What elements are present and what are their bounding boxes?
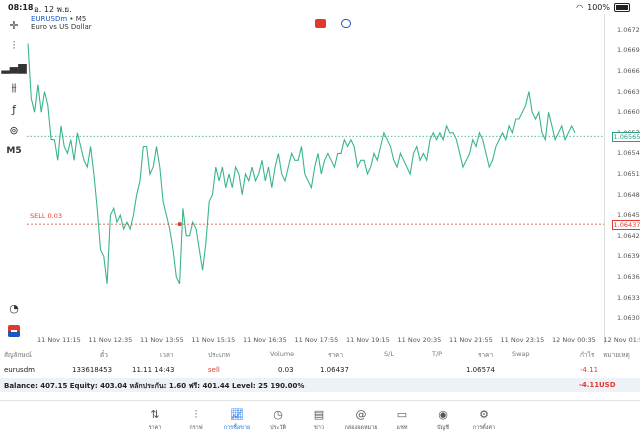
battery-percent: 100% — [587, 3, 610, 12]
price-tick-label: 1.06330 — [617, 294, 640, 302]
header-swap: Swap — [512, 350, 530, 358]
nav-chat[interactable]: ▭ แชท — [384, 408, 420, 432]
price-tick-label: 1.06390 — [617, 252, 640, 260]
price-tick-label: 1.06690 — [617, 46, 640, 54]
header-price: ราคา — [478, 350, 493, 360]
settings-icon: ⚙ — [466, 408, 502, 421]
price-tick-label: 1.06510 — [617, 170, 640, 178]
price-tick-label: 1.06450 — [617, 211, 640, 219]
time-tick-label: 11 Nov 23:15 — [501, 336, 545, 344]
header-ticket: ตั๋ว — [100, 350, 108, 360]
status-time: 08:18 — [8, 3, 33, 12]
balance-bar: Balance: 407.15 Equity: 403.04 หลักประกั… — [0, 378, 640, 392]
time-tick-label: 11 Nov 13:55 — [140, 336, 184, 344]
time-tick-label: 12 Nov 00:35 — [552, 336, 596, 344]
history-icon: ◷ — [260, 408, 296, 421]
indicators-icon[interactable]: ⫵ — [4, 79, 24, 97]
positions-header: สัญลักษณ์ ตั๋ว เวลา ประเภท Volume ราคา S… — [0, 348, 640, 360]
header-symbol: สัญลักษณ์ — [4, 350, 32, 360]
sell-price-tag: 1.06437 — [612, 220, 640, 230]
news-icon: ▤ — [301, 408, 337, 421]
price-tick-label: 1.06480 — [617, 191, 640, 199]
row-ticket: 133618453 — [72, 366, 112, 374]
battery-icon — [614, 3, 630, 12]
row-profit: -4.11 — [580, 366, 598, 374]
nav-settings[interactable]: ⚙ การตั้งค่า — [466, 408, 502, 432]
sell-line-label: SELL 0.03 — [30, 212, 62, 220]
objects-icon[interactable]: ⊚ — [4, 121, 24, 139]
candles-icon: ⫶ — [178, 408, 214, 421]
row-time: 11.11 14:43 — [132, 366, 174, 374]
header-profit: กำไร — [580, 350, 594, 360]
clock-icon[interactable]: ◔ — [4, 299, 24, 317]
row-symbol: eurusdm — [4, 366, 35, 374]
time-tick-label: 11 Nov 21:55 — [449, 336, 493, 344]
status-bar: 08:18 อ. 12 พ.ย. ◠ 100% — [0, 0, 640, 14]
row-volume: 0.03 — [278, 366, 294, 374]
time-tick-label: 11 Nov 16:35 — [243, 336, 287, 344]
current-price-tag: 1.06565 — [612, 132, 640, 142]
header-time: เวลา — [160, 350, 174, 360]
mailbox-icon: @ — [343, 408, 379, 421]
total-profit: -4.11 — [579, 381, 599, 389]
header-comment: หมายเหตุ — [603, 350, 630, 360]
sell-entry-marker — [178, 222, 182, 226]
time-tick-label: 11 Nov 17:55 — [295, 336, 339, 344]
one-click-trading-icon[interactable] — [4, 322, 24, 340]
header-open-price: ราคา — [328, 350, 343, 360]
time-tick-label: 11 Nov 15:15 — [192, 336, 236, 344]
price-tick-label: 1.06660 — [617, 67, 640, 75]
nav-mailbox[interactable]: @ กล่องจดหมาย — [343, 408, 379, 432]
nav-trade[interactable]: 📈︎ การซื้อขาย — [219, 408, 255, 432]
price-tick-label: 1.06360 — [617, 273, 640, 281]
price-chart — [27, 14, 604, 344]
time-tick-label: 12 Nov 01:5 — [604, 336, 640, 344]
row-open-price: 1.06437 — [320, 366, 349, 374]
chat-icon: ▭ — [384, 408, 420, 421]
price-tick-label: 1.06420 — [617, 232, 640, 240]
function-icon[interactable]: ƒ — [4, 100, 24, 118]
price-tick-label: 1.06630 — [617, 88, 640, 96]
timeframe-button[interactable]: M5 — [4, 142, 24, 160]
row-type: sell — [208, 366, 220, 374]
balance-summary: Balance: 407.15 Equity: 403.04 หลักประกั… — [4, 381, 304, 392]
nav-history[interactable]: ◷ ประวัติ — [260, 408, 296, 432]
trade-icon: 📈︎ — [219, 408, 255, 421]
price-tick-label: 1.06600 — [617, 108, 640, 116]
nav-quotes[interactable]: ⇅ ราคา — [137, 408, 173, 432]
crosshair-icon[interactable]: ✛ — [4, 16, 24, 34]
position-row[interactable]: eurusdm 133618453 11.11 14:43 sell 0.03 … — [0, 364, 640, 376]
nav-chart[interactable]: ⫶ กราฟ — [178, 408, 214, 432]
account-currency: USD — [599, 381, 616, 389]
price-tick-label: 1.06540 — [617, 149, 640, 157]
price-tick-label: 1.06720 — [617, 26, 640, 34]
wifi-icon: ◠ — [576, 3, 583, 12]
price-tick-label: 1.06300 — [617, 314, 640, 322]
chart-type-icon[interactable]: ⫶ — [4, 37, 24, 55]
nav-news[interactable]: ▤ ข่าว — [301, 408, 337, 432]
volume-icon[interactable]: ▂▄▆ — [4, 58, 24, 76]
header-volume: Volume — [270, 350, 294, 358]
time-tick-label: 11 Nov 12:35 — [89, 336, 133, 344]
time-tick-label: 11 Nov 20:35 — [398, 336, 442, 344]
header-type: ประเภท — [208, 350, 230, 360]
header-sl: S/L — [384, 350, 394, 358]
chart-toolbar: ✛ ⫶ ▂▄▆ ⫵ ƒ ⊚ M5 ◔ — [0, 14, 27, 344]
time-tick-label: 11 Nov 19:15 — [346, 336, 390, 344]
row-price: 1.06574 — [466, 366, 495, 374]
account-icon: ◉ — [425, 408, 461, 421]
time-tick-label: 11 Nov 11:15 — [37, 336, 81, 344]
header-tp: T/P — [432, 350, 442, 358]
price-series-line — [28, 44, 575, 284]
nav-account[interactable]: ◉ บัญชี — [425, 408, 461, 432]
arrows-updown-icon: ⇅ — [137, 408, 173, 421]
